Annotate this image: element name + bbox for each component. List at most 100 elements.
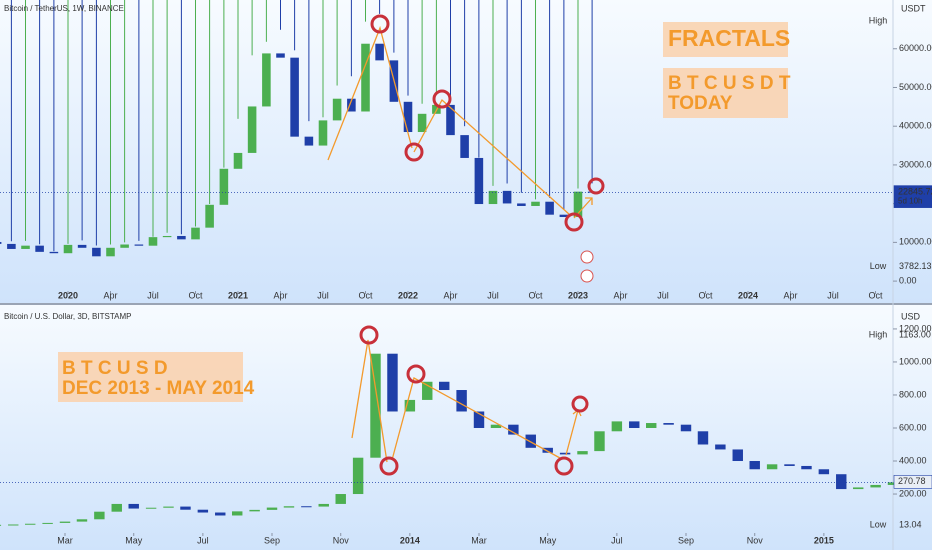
note-text: DEC 2013 - MAY 2014 <box>62 378 255 399</box>
candle-body <box>732 449 743 462</box>
fractal-line <box>351 339 388 463</box>
note-box <box>663 22 788 57</box>
candle-body <box>232 511 243 516</box>
candle-body <box>517 203 526 206</box>
candle-body <box>59 521 71 523</box>
event-icon[interactable] <box>580 269 594 283</box>
marker-circle <box>564 212 584 232</box>
candle-body <box>262 53 271 107</box>
candle-body <box>290 57 299 137</box>
candle-body <box>219 168 229 205</box>
fractal-line <box>391 377 561 461</box>
marker-circle <box>404 142 424 162</box>
y-tick-label: 200.00 <box>899 488 927 498</box>
candle-body <box>63 244 73 254</box>
price-tag-label: 22845.72 <box>898 187 932 197</box>
candle-body <box>488 190 498 205</box>
candle-body <box>663 423 674 425</box>
candle-body <box>853 487 864 490</box>
marker-circle <box>379 456 399 476</box>
candle-body <box>197 509 209 513</box>
candle-body <box>163 506 174 508</box>
candle-body <box>502 190 512 204</box>
high-label: High <box>869 15 888 25</box>
x-tick-label: Oct <box>698 290 713 300</box>
candle-body <box>177 235 186 240</box>
candle-body <box>318 120 328 146</box>
high-label: High <box>869 329 888 339</box>
candle-body <box>370 353 381 458</box>
x-tick-label: Oct <box>188 290 203 300</box>
candle-body <box>646 423 657 428</box>
candle-body <box>205 204 214 228</box>
x-tick-label: Jul <box>197 535 209 545</box>
panel-bg <box>0 305 932 550</box>
candle-body <box>21 245 30 249</box>
fractal-line <box>327 25 413 161</box>
candle-body <box>49 251 59 254</box>
event-icon[interactable] <box>580 250 594 264</box>
candle-body <box>870 484 881 488</box>
y-tick-label: 50000.00 <box>899 82 932 92</box>
candle-body <box>697 431 709 445</box>
x-tick-label: Oct <box>358 290 373 300</box>
unit-label: USDT <box>901 3 926 13</box>
candle-body <box>446 104 455 136</box>
candle-body <box>573 191 583 218</box>
candle-body <box>490 424 502 428</box>
fractal-line <box>413 98 571 216</box>
candle-body <box>352 457 364 495</box>
candle-body <box>559 214 569 218</box>
arrow-head <box>585 197 593 205</box>
y-tick-label: 60000.00 <box>899 43 932 53</box>
x-tick-label: Apr <box>443 290 457 300</box>
candle-body <box>456 390 467 412</box>
candle-body <box>77 244 87 248</box>
x-tick-label: Apr <box>273 290 287 300</box>
note-box <box>663 68 788 118</box>
candle-body <box>508 424 519 435</box>
candle-body <box>266 507 278 510</box>
marker-circle <box>587 177 605 195</box>
candle-body <box>836 474 847 490</box>
candle-body <box>191 227 200 240</box>
candle-body <box>460 135 469 158</box>
candle-body <box>94 511 105 520</box>
marker-circle <box>406 364 426 384</box>
y-tick-label: 1000.00 <box>899 356 932 366</box>
note-text: FRACTALS <box>668 25 790 51</box>
candle-body <box>148 237 158 246</box>
candle-body <box>629 421 640 428</box>
candle-body <box>545 201 554 215</box>
x-tick-label: Apr <box>613 290 627 300</box>
countdown: 5d 10h <box>898 197 922 206</box>
x-tick-label: Oct <box>868 290 883 300</box>
candle-body <box>35 245 44 252</box>
candle-body <box>577 451 588 455</box>
x-tick-label: Jul <box>487 290 499 300</box>
x-tick-label: Nov <box>747 535 764 545</box>
fractal-arrow <box>565 409 579 456</box>
x-tick-label: Jul <box>147 290 159 300</box>
candle-body <box>247 106 257 153</box>
candle-body <box>318 503 329 507</box>
x-tick-label: Nov <box>333 535 350 545</box>
candle-body <box>559 452 571 455</box>
candle-body <box>531 201 540 206</box>
x-tick-label: May <box>539 535 557 545</box>
marker-circle <box>370 14 390 34</box>
candle-body <box>111 503 122 512</box>
y-tick-label: 600.00 <box>899 422 927 432</box>
candle-body <box>106 247 115 257</box>
candle-body <box>215 512 226 516</box>
y-tick-label: 1200.00 <box>899 323 932 333</box>
x-tick-label: May <box>125 535 143 545</box>
candle-body <box>283 506 295 508</box>
candle-body <box>611 421 623 432</box>
candle-body <box>42 522 53 524</box>
x-tick-label: 2020 <box>58 290 78 300</box>
low-value: 3782.13 <box>899 261 932 271</box>
x-tick-label: Mar <box>471 535 487 545</box>
note-box <box>58 352 243 402</box>
candle-body <box>715 444 726 450</box>
